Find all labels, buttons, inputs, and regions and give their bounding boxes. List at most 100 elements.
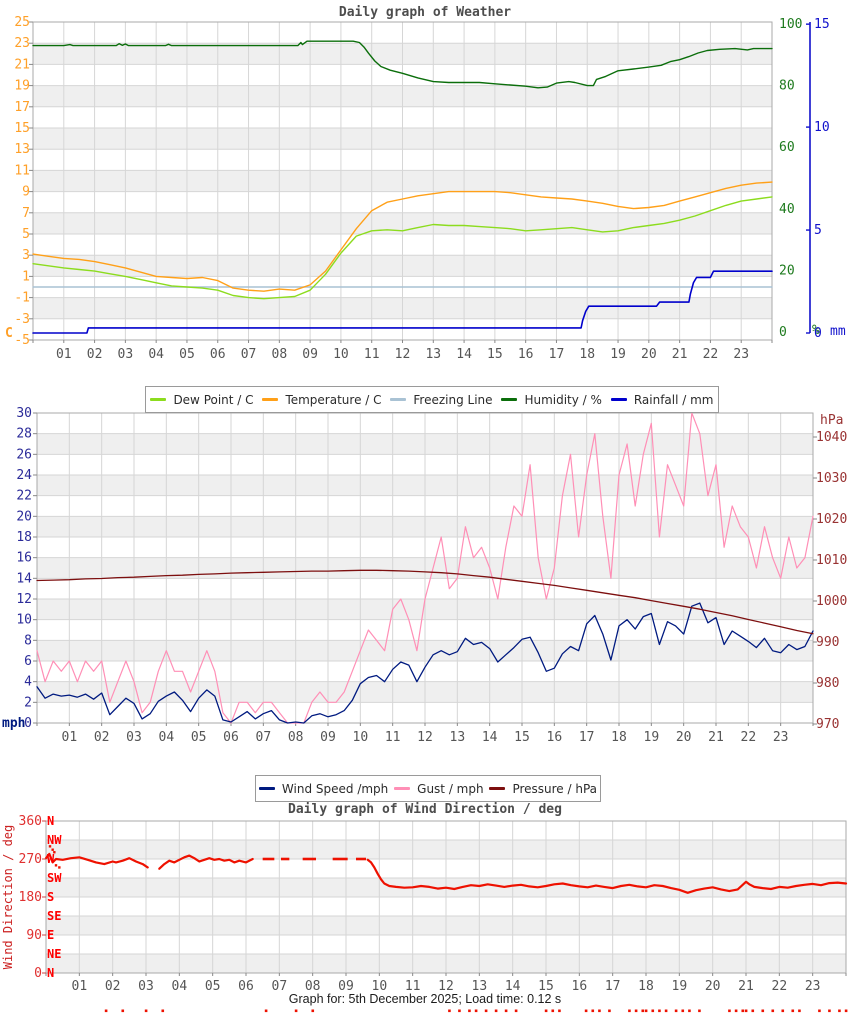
legend-label: Wind Speed /mph bbox=[281, 781, 389, 796]
svg-text:05: 05 bbox=[205, 979, 221, 994]
footer-status: Graph for: 5th December 2025; Load time:… bbox=[288, 992, 562, 1006]
svg-text:W: W bbox=[47, 852, 55, 866]
svg-text:20: 20 bbox=[705, 979, 721, 994]
svg-text:20: 20 bbox=[779, 263, 795, 278]
weather-swatch-icon bbox=[501, 398, 518, 401]
legend-item: Freezing Line bbox=[390, 392, 493, 407]
legend-label: Dew Point / C bbox=[173, 392, 254, 407]
svg-text:07: 07 bbox=[241, 347, 257, 362]
svg-text:17: 17 bbox=[579, 730, 595, 745]
svg-text:18: 18 bbox=[638, 979, 654, 994]
svg-text:0: 0 bbox=[34, 966, 42, 981]
weather-x-axis: 01 02 03 04 05 06 07 08 09 10 11 12 13 14 15 16 17 18 19 20… bbox=[56, 347, 749, 362]
svg-text:NE: NE bbox=[47, 947, 61, 961]
svg-text:E: E bbox=[47, 928, 54, 942]
svg-text:03: 03 bbox=[138, 979, 154, 994]
wind-direction-chart-title: Daily graph of Wind Direction / deg bbox=[288, 802, 562, 817]
svg-text:180: 180 bbox=[19, 890, 42, 905]
svg-text:6: 6 bbox=[24, 654, 32, 669]
svg-text:NW: NW bbox=[47, 833, 62, 847]
svg-text:1010: 1010 bbox=[816, 553, 847, 568]
svg-text:13: 13 bbox=[450, 730, 466, 745]
svg-text:C: C bbox=[5, 326, 13, 341]
svg-text:3: 3 bbox=[22, 248, 30, 263]
svg-text:90: 90 bbox=[26, 928, 42, 943]
legend-item: Rainfall / mm bbox=[610, 392, 714, 407]
svg-text:-5: -5 bbox=[14, 333, 30, 348]
svg-text:06: 06 bbox=[223, 730, 239, 745]
legend-item: Gust / mph bbox=[394, 782, 484, 796]
svg-text:25: 25 bbox=[14, 15, 30, 30]
weather-legend: Dew Point / C Temperature / C Freezing Lin… bbox=[145, 386, 719, 413]
svg-text:26: 26 bbox=[16, 447, 32, 462]
svg-text:11: 11 bbox=[14, 163, 30, 178]
legend-item: Dew Point / C bbox=[150, 392, 254, 407]
svg-text:15: 15 bbox=[538, 979, 554, 994]
svg-text:970: 970 bbox=[816, 717, 839, 732]
svg-text:mph: mph bbox=[2, 716, 25, 731]
weather-swatch-icon bbox=[390, 398, 407, 401]
svg-text:05: 05 bbox=[179, 347, 195, 362]
svg-text:09: 09 bbox=[338, 979, 354, 994]
legend-label: Rainfall / mm bbox=[633, 392, 714, 407]
svg-text:10: 10 bbox=[814, 120, 830, 135]
svg-text:14: 14 bbox=[505, 979, 521, 994]
svg-text:01: 01 bbox=[72, 979, 88, 994]
svg-text:12: 12 bbox=[438, 979, 454, 994]
svg-text:SW: SW bbox=[47, 871, 62, 885]
svg-text:16: 16 bbox=[547, 730, 563, 745]
svg-text:1: 1 bbox=[22, 269, 30, 284]
svg-text:08: 08 bbox=[272, 347, 288, 362]
svg-text:09: 09 bbox=[320, 730, 336, 745]
legend-label: Freezing Line bbox=[413, 392, 493, 407]
svg-text:1020: 1020 bbox=[816, 512, 847, 527]
svg-text:15: 15 bbox=[487, 347, 503, 362]
svg-text:01: 01 bbox=[56, 347, 72, 362]
svg-text:15: 15 bbox=[14, 121, 30, 136]
svg-text:21: 21 bbox=[738, 979, 754, 994]
svg-text:06: 06 bbox=[210, 347, 226, 362]
pressure-right-axis: hPa 1040 1030 1020 1010 1000 990 980 970 bbox=[813, 413, 847, 732]
svg-text:10: 10 bbox=[16, 613, 32, 628]
svg-text:23: 23 bbox=[773, 730, 789, 745]
wind-swatch-icon bbox=[489, 787, 506, 790]
svg-text:0: 0 bbox=[24, 716, 32, 731]
svg-text:%: % bbox=[812, 323, 820, 338]
svg-text:80: 80 bbox=[779, 79, 795, 94]
svg-text:N: N bbox=[47, 814, 54, 828]
svg-text:15: 15 bbox=[514, 730, 530, 745]
direction-x-axis: 01 02 03 04 05 06 07 08 09 10 11 12 13 14 15 16 17 18 19 20… bbox=[72, 979, 821, 994]
svg-text:16: 16 bbox=[572, 979, 588, 994]
legend-label: Pressure / hPa bbox=[512, 781, 598, 796]
svg-text:14: 14 bbox=[456, 347, 472, 362]
svg-text:22: 22 bbox=[772, 979, 788, 994]
direction-axis-title: Wind Direction / deg bbox=[1, 825, 15, 970]
svg-text:22: 22 bbox=[703, 347, 719, 362]
svg-text:09: 09 bbox=[302, 347, 318, 362]
svg-text:16: 16 bbox=[518, 347, 534, 362]
svg-text:hPa: hPa bbox=[820, 413, 843, 428]
svg-text:03: 03 bbox=[118, 347, 134, 362]
svg-text:1000: 1000 bbox=[816, 594, 847, 609]
svg-text:05: 05 bbox=[191, 730, 207, 745]
svg-text:0: 0 bbox=[814, 326, 822, 341]
svg-text:19: 19 bbox=[14, 79, 30, 94]
svg-text:9: 9 bbox=[22, 185, 30, 200]
svg-text:4: 4 bbox=[24, 675, 32, 690]
svg-text:14: 14 bbox=[16, 571, 32, 586]
svg-text:17: 17 bbox=[605, 979, 621, 994]
svg-text:19: 19 bbox=[610, 347, 626, 362]
svg-text:22: 22 bbox=[16, 489, 32, 504]
weather-swatch-icon bbox=[262, 398, 279, 401]
wind-swatch-icon bbox=[394, 787, 411, 790]
svg-text:N: N bbox=[47, 966, 54, 980]
svg-text:5: 5 bbox=[22, 227, 30, 242]
svg-text:12: 12 bbox=[16, 592, 32, 607]
svg-text:23: 23 bbox=[733, 347, 749, 362]
wind-x-axis: 01 02 03 04 05 06 07 08 09 10 11 12 13 14 15 16 17 18 19 20… bbox=[62, 730, 789, 745]
svg-text:30: 30 bbox=[16, 406, 32, 421]
svg-text:16: 16 bbox=[16, 551, 32, 566]
svg-text:21: 21 bbox=[14, 57, 30, 72]
